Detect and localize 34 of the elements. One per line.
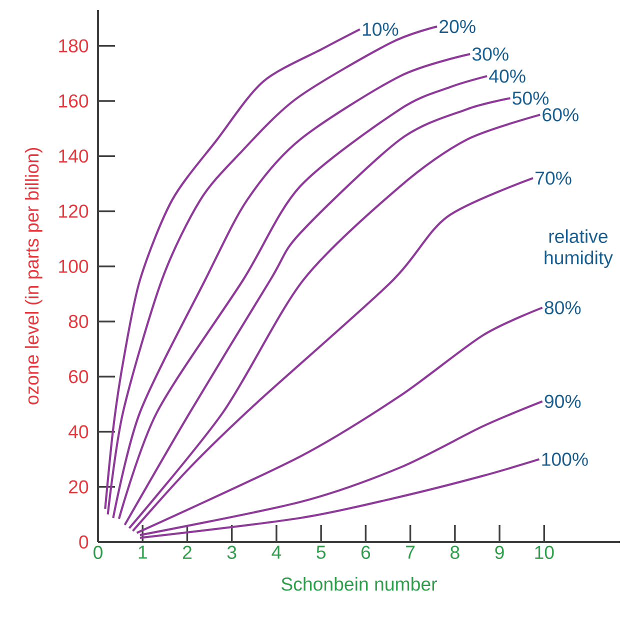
x-tick-label: 0 <box>94 546 102 560</box>
x-tick-label: 5 <box>316 546 326 559</box>
series-label: 30% <box>472 47 508 61</box>
x-tick-label: 9 <box>495 546 504 560</box>
x-tick-label: 6 <box>361 546 370 560</box>
series-label: 100% <box>542 452 588 466</box>
y-axis-title: ozone level (in parts per billion) <box>24 148 42 404</box>
series-label: 80% <box>544 301 581 314</box>
y-tick-label: 120 <box>59 204 88 218</box>
y-tick-label: 140 <box>59 149 88 163</box>
x-tick-label: 2 <box>182 546 192 559</box>
series-label: 60% <box>542 108 578 122</box>
y-tick-label: 60 <box>69 370 88 384</box>
series-label: 10% <box>362 22 398 36</box>
y-tick-label: 180 <box>59 39 88 52</box>
y-tick-label: 160 <box>59 94 88 108</box>
x-tick-label: 7 <box>406 546 415 559</box>
series-label: 40% <box>489 70 526 83</box>
x-tick-label: 1 <box>138 546 147 559</box>
x-tick-label: 3 <box>227 546 236 560</box>
y-tick-label: 80 <box>68 314 88 328</box>
series-label: 20% <box>440 20 476 34</box>
y-tick-label: 100 <box>59 260 88 273</box>
y-tick-label: 20 <box>69 480 88 494</box>
x-tick-label: 8 <box>450 546 460 560</box>
series-label: 90% <box>544 394 581 408</box>
series-label: 70% <box>536 172 572 185</box>
x-axis-title: Schonbein number <box>282 577 438 591</box>
series-label: 50% <box>512 92 549 105</box>
y-tick-label: 0 <box>79 535 88 549</box>
y-tick-label: 40 <box>68 425 88 438</box>
x-tick-label: 4 <box>272 546 282 559</box>
x-tick-label: 10 <box>535 546 554 560</box>
annotation: relative humidity <box>544 229 613 268</box>
